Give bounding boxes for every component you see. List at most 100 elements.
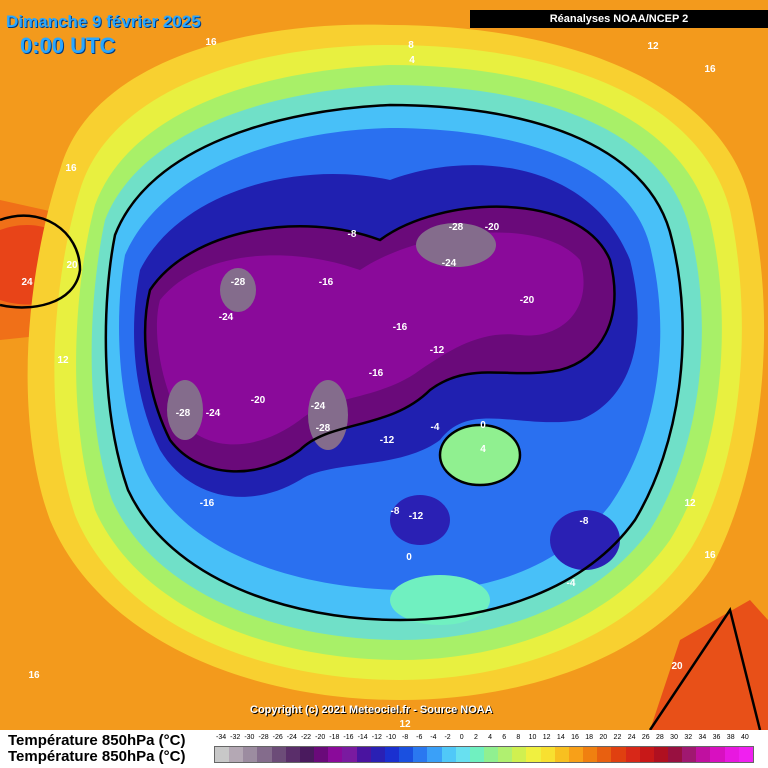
contour-label: -24 xyxy=(219,312,234,323)
legend-tick-label: 18 xyxy=(585,734,594,741)
legend-tick-label: -22 xyxy=(300,734,312,741)
contour-label: -12 xyxy=(380,435,395,446)
legend-swatch xyxy=(441,747,456,762)
legend-tick-label: -2 xyxy=(444,734,451,741)
legend-tick-label: 30 xyxy=(670,734,678,741)
legend-tick-label: -10 xyxy=(385,734,397,741)
legend-swatch xyxy=(229,747,244,762)
contour-label: 24 xyxy=(21,277,33,288)
contour-label: -12 xyxy=(430,345,445,356)
cold-core-4 xyxy=(308,380,348,450)
legend-swatch xyxy=(653,747,668,762)
legend-tick-label: 38 xyxy=(726,734,735,741)
legend-tick-label: -6 xyxy=(416,734,423,741)
legend-swatch xyxy=(413,747,428,762)
legend-tick-label: 4 xyxy=(488,734,492,741)
contour-label: -16 xyxy=(393,322,408,333)
legend-swatch xyxy=(710,747,725,762)
contour-label: 16 xyxy=(704,550,716,561)
legend-tick-label: -26 xyxy=(272,734,283,741)
legend-swatch xyxy=(455,747,470,762)
legend-tick-label: -12 xyxy=(371,734,382,741)
legend-tick-label: 40 xyxy=(740,734,749,741)
legend-swatch xyxy=(583,747,598,762)
legend-title-line-shadow: Température 850hPa (°C) xyxy=(8,748,186,765)
legend-swatch xyxy=(271,747,286,762)
contour-label: 16 xyxy=(205,37,217,48)
contour-label: -20 xyxy=(485,222,500,233)
temperature-map: -28 -20 -24 -20 -8 -16 -16 -12 -16 -28 -24 -28 -24 -2… xyxy=(0,0,768,730)
legend-tick-label: -14 xyxy=(357,734,368,741)
cold-core-2 xyxy=(220,268,256,312)
hot-region-southeast xyxy=(650,600,768,730)
contour-label: -28 xyxy=(449,222,464,233)
cold-pocket-1 xyxy=(390,495,450,545)
legend-tick-label: 24 xyxy=(627,734,636,741)
band-minus24 xyxy=(156,232,584,445)
legend-tick-label: -8 xyxy=(401,734,409,741)
contour-label: -28 xyxy=(176,408,191,419)
legend-swatch xyxy=(342,747,357,762)
contour-label: -8 xyxy=(580,516,589,527)
legend-swatch xyxy=(257,747,272,762)
legend-tick-label: 32 xyxy=(684,734,693,741)
legend-tick-label: -32 xyxy=(230,734,241,741)
contour-line-0 xyxy=(104,103,684,622)
legend-tick-label: -20 xyxy=(315,734,326,741)
legend-swatch xyxy=(625,747,640,762)
contour-label: -28 xyxy=(316,423,331,434)
legend-tick-label: 20 xyxy=(599,734,608,741)
legend-swatch xyxy=(568,747,584,762)
contour-line-minus20 xyxy=(143,205,616,473)
legend-tick-label: -24 xyxy=(286,734,297,741)
contour-label: -12 xyxy=(409,511,424,522)
cold-core-3 xyxy=(167,380,203,440)
map-date: Dimanche 9 février 2025 xyxy=(6,12,201,31)
legend-title-line: Température 850hPa (°C) xyxy=(8,732,186,749)
contour-label: -4 xyxy=(431,422,440,433)
contour-label: 12 xyxy=(399,719,411,730)
legend-swatch xyxy=(243,747,258,762)
contour-label: 20 xyxy=(671,661,683,672)
legend-tick-label: 14 xyxy=(556,734,565,741)
legend-tick-label: 36 xyxy=(712,734,721,741)
legend-swatch xyxy=(469,747,484,762)
legend-tick-label: 34 xyxy=(698,734,707,741)
contour-label: 12 xyxy=(684,498,696,509)
contour-label: -28 xyxy=(231,277,246,288)
legend-tick-label: -18 xyxy=(329,734,340,741)
legend-swatch xyxy=(597,747,612,762)
legend-swatch xyxy=(399,747,414,762)
legend-tick-label: -16 xyxy=(343,734,354,741)
contour-label: 16 xyxy=(704,64,716,75)
contour-label: -16 xyxy=(369,368,384,379)
contour-label: -24 xyxy=(206,408,221,419)
legend-swatch xyxy=(370,747,385,762)
legend-swatch xyxy=(738,747,753,762)
legend-ticks: -34 -32 -30 -28 -26 -24 -22 -20 -18 -16 -14 -12 -10-… xyxy=(214,734,752,746)
legend-swatch xyxy=(682,747,697,762)
legend-tick-label: 22 xyxy=(613,734,622,741)
legend-tick-label: 6 xyxy=(502,734,507,741)
contour-line-20 xyxy=(0,214,82,309)
legend-swatch xyxy=(384,747,400,762)
legend-swatch xyxy=(696,747,711,762)
legend-tick-label: -28 xyxy=(258,734,269,741)
copyright: Copyright (c) 2021 Meteociel.fr - Source… xyxy=(250,704,493,716)
legend-tick-label: 8 xyxy=(516,734,521,741)
legend-colorbar xyxy=(214,746,754,763)
contour-label: -4 xyxy=(567,578,576,589)
contour-label: 12 xyxy=(57,355,69,366)
contour-line-southeast xyxy=(648,606,762,730)
contour-labels: -28 -20 -24 -20 -8 -16 -16 -12 -16 -28 -24 -28 -24 -2… xyxy=(21,37,716,730)
contour-label: 0 xyxy=(406,552,412,563)
contour-label: 16 xyxy=(65,163,77,174)
legend-swatch xyxy=(554,747,569,762)
contour-label: 20 xyxy=(66,260,78,271)
legend-swatch xyxy=(285,747,300,762)
contour-label: 8 xyxy=(408,40,414,51)
contour-label: -20 xyxy=(251,395,266,406)
contour-label: 16 xyxy=(28,670,40,681)
contour-label: -24 xyxy=(442,258,457,269)
legend-swatch xyxy=(328,747,343,762)
